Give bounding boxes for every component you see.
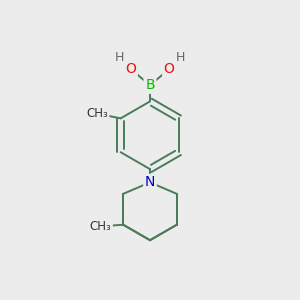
Text: N: N bbox=[145, 176, 155, 189]
Text: CH₃: CH₃ bbox=[86, 107, 108, 120]
Text: H: H bbox=[176, 51, 185, 64]
Text: O: O bbox=[164, 62, 175, 76]
Text: B: B bbox=[145, 78, 155, 92]
Text: CH₃: CH₃ bbox=[90, 220, 111, 233]
Text: H: H bbox=[115, 51, 124, 64]
Text: O: O bbox=[125, 62, 136, 76]
